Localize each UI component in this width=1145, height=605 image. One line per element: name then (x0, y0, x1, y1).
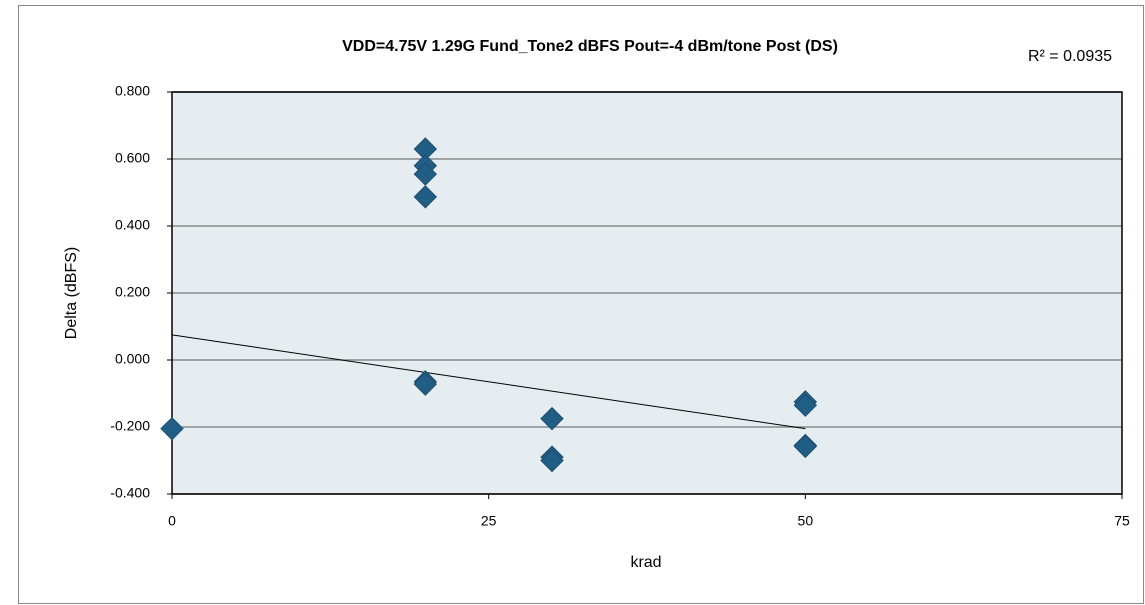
y-tick-label: 0.400 (115, 217, 150, 233)
y-tick-label: 0.000 (115, 351, 150, 367)
data-point (540, 448, 564, 473)
data-point (413, 372, 438, 396)
plot-border (171, 91, 1123, 495)
x-tick-label: 0 (168, 513, 176, 529)
data-point (160, 416, 184, 441)
data-point (540, 406, 564, 431)
data-point (413, 162, 438, 186)
x-tick-label: 75 (1114, 513, 1130, 529)
y-tick-label: -0.400 (110, 485, 150, 501)
y-tick-label: 0.800 (115, 83, 150, 99)
y-tick-label: -0.200 (110, 418, 150, 434)
x-tick-label: 50 (798, 513, 814, 529)
data-point (793, 434, 818, 459)
x-tick-label: 25 (481, 513, 497, 529)
x-axis-label: krad (630, 554, 661, 571)
data-point (413, 185, 438, 209)
trendline (171, 334, 806, 430)
r-squared: R² = 0.0935 (1028, 48, 1112, 65)
y-axis-label: Delta (dBFS) (63, 247, 80, 339)
data-point (793, 393, 818, 417)
chart-title: VDD=4.75V 1.29G Fund_Tone2 dBFS Pout=-4 … (342, 38, 838, 55)
y-tick-label: 0.600 (115, 150, 150, 166)
y-tick-label: 0.200 (115, 284, 150, 300)
